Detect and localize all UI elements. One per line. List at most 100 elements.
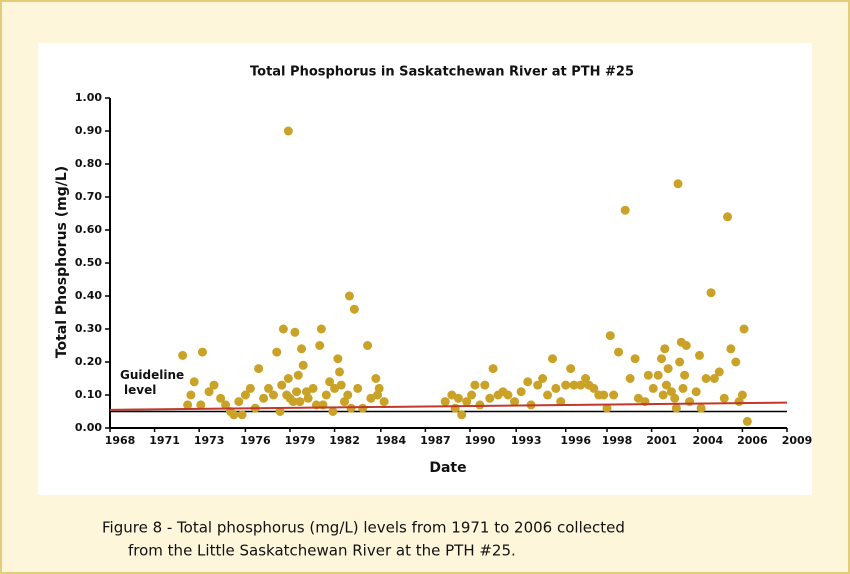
point <box>186 390 196 400</box>
point <box>315 341 325 350</box>
x-tick-label: 1998 <box>602 434 633 447</box>
x-tick-label: 1973 <box>194 434 225 447</box>
point <box>221 400 231 410</box>
point <box>333 354 343 364</box>
point <box>245 383 255 393</box>
point <box>480 380 490 390</box>
point <box>379 397 389 407</box>
point <box>691 387 701 397</box>
point <box>440 397 450 407</box>
point <box>197 347 207 357</box>
point <box>335 367 345 377</box>
point <box>706 288 716 298</box>
point <box>653 370 663 380</box>
point <box>719 393 729 403</box>
point <box>178 350 188 360</box>
point <box>349 304 359 314</box>
y-tick-label: 0.30 <box>75 322 102 335</box>
point <box>566 364 576 374</box>
point <box>694 350 704 360</box>
x-tick-label: 1976 <box>240 434 271 447</box>
point <box>643 370 653 380</box>
point <box>714 367 724 377</box>
x-tick-label: 1982 <box>329 434 360 447</box>
point <box>670 393 680 403</box>
point <box>336 380 346 390</box>
point <box>556 397 566 407</box>
point <box>303 393 313 403</box>
x-tick-label: 1971 <box>149 434 180 447</box>
point <box>673 179 683 189</box>
point <box>237 410 247 420</box>
point <box>625 374 635 383</box>
point <box>723 212 733 222</box>
point <box>543 390 553 400</box>
point <box>189 377 199 387</box>
x-tick-label: 1968 <box>105 434 136 447</box>
point <box>308 383 318 393</box>
point <box>196 400 206 410</box>
y-tick-label: 0.10 <box>75 388 102 401</box>
point <box>290 327 300 337</box>
caption: from the Little Saskatchewan River at th… <box>128 542 516 560</box>
x-tick-label: 2009 <box>782 434 813 447</box>
point <box>278 324 288 334</box>
point <box>183 400 193 410</box>
point <box>661 380 671 390</box>
point <box>589 383 599 393</box>
point <box>737 390 747 400</box>
y-tick-label: 0.40 <box>75 289 102 302</box>
point <box>620 205 630 215</box>
point <box>363 341 373 350</box>
point <box>548 354 558 364</box>
point <box>325 377 335 387</box>
y-tick-label: 0.90 <box>75 124 102 137</box>
point <box>678 383 688 393</box>
point <box>605 331 615 341</box>
point <box>602 403 612 413</box>
point <box>614 347 624 357</box>
point <box>488 364 498 374</box>
point <box>551 383 561 393</box>
y-tick-label: 0.20 <box>75 355 102 368</box>
point <box>353 383 363 393</box>
point <box>457 410 467 420</box>
point <box>561 380 571 390</box>
point <box>358 403 368 413</box>
point <box>343 390 353 400</box>
x-tick-label: 1979 <box>285 434 316 447</box>
point <box>277 380 287 390</box>
point <box>576 380 586 390</box>
point <box>503 390 513 400</box>
point <box>731 357 741 367</box>
point <box>254 364 264 374</box>
point <box>229 410 239 420</box>
point <box>462 397 472 407</box>
point <box>321 390 331 400</box>
point <box>275 407 285 416</box>
point <box>660 344 670 354</box>
x-tick-label: 1990 <box>465 434 496 447</box>
point <box>696 403 706 413</box>
point <box>288 397 298 407</box>
x-axis-label: Date <box>429 460 466 476</box>
x-tick-label: 1984 <box>375 434 406 447</box>
point <box>209 380 219 390</box>
x-tick-label: 2001 <box>646 434 677 447</box>
point <box>371 374 381 383</box>
chart-panel <box>38 43 812 495</box>
point <box>671 403 681 413</box>
point <box>297 344 307 354</box>
y-tick-label: 0.80 <box>75 157 102 170</box>
point <box>663 364 673 374</box>
guideline-label: Guideline <box>120 368 184 382</box>
point <box>681 341 691 350</box>
point <box>599 390 609 400</box>
y-tick-label: 0.50 <box>75 256 102 269</box>
x-tick-label: 1993 <box>511 434 542 447</box>
point <box>680 370 690 380</box>
chart-title: Total Phosphorus in Saskatchewan River a… <box>250 65 634 80</box>
point <box>685 397 695 407</box>
point <box>569 380 579 390</box>
